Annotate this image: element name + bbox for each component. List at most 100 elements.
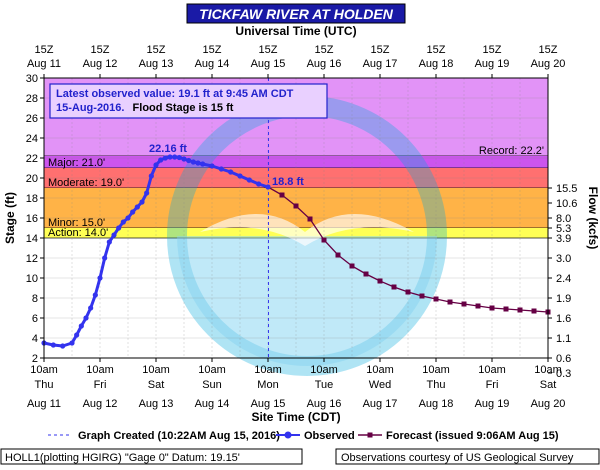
utc-tick-date: Aug 16 bbox=[307, 58, 342, 70]
legend-observed-label: Observed bbox=[304, 430, 355, 442]
site-tick-date: Aug 11 bbox=[27, 398, 61, 410]
utc-tick-date: Aug 18 bbox=[419, 58, 454, 70]
forecast-point bbox=[461, 301, 467, 307]
flow-tick-label: 8.0 bbox=[556, 213, 571, 225]
watermark-bird bbox=[200, 214, 414, 246]
forecast-point bbox=[279, 192, 285, 198]
flow-tick-label: 15.5 bbox=[556, 183, 577, 195]
observed-point bbox=[139, 199, 145, 205]
flow-tick-label: 1.9 bbox=[556, 293, 571, 305]
site-tick-day: Sat bbox=[540, 379, 557, 391]
site-tick-day: Mon bbox=[257, 379, 278, 391]
flow-axis: 15.5 10.6 8.05.33.9 3.0 2.4 1.9 1.6 1.1 0.6 0.3 bbox=[548, 183, 577, 380]
observed-point bbox=[195, 160, 201, 166]
y-axis-title: Stage (ft) bbox=[3, 192, 17, 244]
threshold-label-record: Record: 22.2' bbox=[479, 145, 544, 157]
footer-right-text: Observations courtesy of US Geological S… bbox=[341, 452, 574, 464]
observed-point bbox=[181, 156, 187, 162]
utc-tick-time: 15Z bbox=[91, 44, 110, 56]
flow-tick-label: 0.3 bbox=[556, 368, 571, 380]
info-line-1: Latest observed value: 19.1 ft at 9:45 A… bbox=[56, 88, 294, 100]
site-tick-date: Aug 18 bbox=[419, 398, 454, 410]
title-banner bbox=[186, 3, 406, 24]
observed-point bbox=[148, 173, 154, 179]
forecast-point bbox=[531, 308, 537, 314]
threshold-label: Action: 14.0' bbox=[48, 227, 108, 239]
flow-tick-label: 10.6 bbox=[556, 198, 577, 210]
observed-point bbox=[116, 225, 122, 231]
observed-point bbox=[60, 343, 66, 349]
chart-title: TICKFAW RIVER AT HOLDEN bbox=[199, 6, 394, 22]
observed-point bbox=[92, 292, 98, 298]
stage-tick-label: 26 bbox=[26, 113, 38, 125]
forecast-point bbox=[433, 296, 439, 302]
band-moderate bbox=[44, 168, 548, 188]
observed-point bbox=[162, 155, 168, 161]
forecast-point bbox=[489, 305, 495, 311]
stage-tick-label: 8 bbox=[32, 293, 38, 305]
site-tick-time: 10am bbox=[310, 364, 338, 376]
forecast-point bbox=[503, 306, 509, 312]
site-tick-day: Tue bbox=[315, 379, 334, 391]
top-axis-title: Universal Time (UTC) bbox=[235, 24, 356, 38]
forecast-point bbox=[391, 284, 397, 290]
utc-tick-date: Aug 15 bbox=[251, 58, 286, 70]
observed-point bbox=[78, 323, 84, 329]
peak-label: 22.16 ft bbox=[149, 143, 187, 155]
threshold-label: Moderate: 19.0' bbox=[48, 177, 124, 189]
legend-created-label: Graph Created (10:22AM Aug 15, 2016) bbox=[78, 430, 280, 442]
flood-bands bbox=[44, 78, 548, 358]
footer-left-text: HOLL1(plotting HGIRG) "Gage 0" Datum: 19… bbox=[5, 452, 240, 464]
forecast-point bbox=[321, 237, 327, 243]
utc-tick-time: 15Z bbox=[203, 44, 222, 56]
site-tick-time: 10am bbox=[254, 364, 282, 376]
observed-point bbox=[209, 163, 215, 169]
stage-tick-label: 22 bbox=[26, 153, 38, 165]
flow-tick-label: 3.0 bbox=[556, 253, 571, 265]
observed-point bbox=[102, 255, 108, 261]
forecast-point bbox=[475, 303, 481, 309]
utc-tick-date: Aug 19 bbox=[475, 58, 510, 70]
observed-point bbox=[50, 342, 56, 348]
forecast-point bbox=[363, 271, 369, 277]
threshold-label: Minor: 15.0' bbox=[48, 217, 105, 229]
observed-point bbox=[88, 305, 94, 311]
utc-axis: 15Z Aug 11 15Z Aug 12 15Z Aug 13 15Z Aug 14 15Z A… bbox=[27, 44, 565, 78]
observed-point bbox=[237, 173, 243, 179]
legend-forecast-marker bbox=[367, 432, 373, 438]
observed-point bbox=[200, 161, 206, 167]
forecast-point bbox=[349, 263, 355, 269]
observed-point bbox=[120, 219, 126, 225]
stage-tick-label: 16 bbox=[26, 213, 38, 225]
utc-tick-date: Aug 13 bbox=[139, 58, 174, 70]
site-tick-day: Thu bbox=[35, 379, 54, 391]
observed-point bbox=[83, 315, 89, 321]
site-tick-time: 10am bbox=[478, 364, 506, 376]
observed-point bbox=[111, 232, 117, 238]
utc-tick-date: Aug 11 bbox=[27, 58, 61, 70]
observed-point bbox=[228, 169, 234, 175]
legend-forecast-label: Forecast (issued 9:06AM Aug 15) bbox=[386, 430, 559, 442]
site-tick-day: Fri bbox=[486, 379, 499, 391]
legend: Graph Created (10:22AM Aug 15, 2016) Obs… bbox=[48, 430, 559, 442]
site-tick-time: 10am bbox=[366, 364, 394, 376]
observed-point bbox=[256, 181, 262, 187]
observed-point bbox=[176, 154, 182, 161]
observed-point bbox=[125, 215, 131, 221]
observed-point bbox=[74, 332, 80, 338]
observed-point bbox=[167, 154, 173, 160]
forecast-point bbox=[517, 307, 523, 313]
utc-tick-time: 15Z bbox=[315, 44, 334, 56]
legend-observed-marker bbox=[284, 431, 292, 439]
footer-left-box bbox=[0, 448, 303, 465]
site-tick-time: 10am bbox=[30, 364, 58, 376]
utc-tick-time: 15Z bbox=[147, 44, 166, 56]
watermark-body bbox=[177, 236, 437, 366]
info-line-2: 15-Aug-2016. Flood Stage is 15 ft bbox=[56, 102, 234, 114]
site-tick-time: 10am bbox=[422, 364, 450, 376]
observed-point bbox=[97, 275, 103, 281]
forecast-point bbox=[377, 278, 383, 284]
flow-tick-label: 3.9 bbox=[556, 233, 571, 245]
